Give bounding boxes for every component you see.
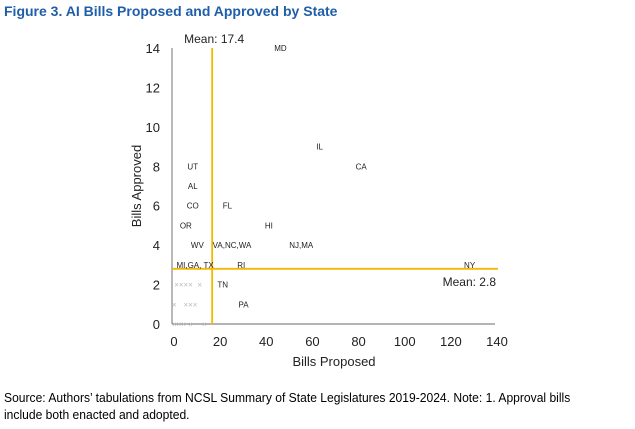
x-tick-label: 120 <box>440 334 462 349</box>
point-label: NJ,MA <box>289 241 314 250</box>
point-label: CO <box>187 202 199 211</box>
x-tick-label: 40 <box>259 334 273 349</box>
point-marker: × <box>193 300 198 309</box>
point-marker: × <box>184 281 189 290</box>
y-axis-label: Bills Approved <box>129 145 144 227</box>
y-tick-label: 6 <box>153 199 160 214</box>
y-tick-label: 8 <box>153 159 160 174</box>
y-tick-label: 0 <box>153 317 160 332</box>
y-tick-label: 10 <box>146 120 160 135</box>
x-axis-label: Bills Proposed <box>292 354 375 369</box>
point-marker: × <box>188 300 193 309</box>
point-marker: × <box>172 300 177 309</box>
point-label: PA <box>238 300 249 309</box>
point-label: AL <box>188 182 198 191</box>
x-tick-label: 0 <box>170 334 177 349</box>
point-marker: × <box>188 320 193 329</box>
x-tick-label: 20 <box>213 334 227 349</box>
point-marker: × <box>202 320 207 329</box>
point-label: MI,GA, TX <box>176 261 214 270</box>
y-tick-label: 12 <box>146 80 160 95</box>
x-tick-label: 80 <box>351 334 365 349</box>
point-label: FL <box>223 202 233 211</box>
x-tick-label: 100 <box>394 334 416 349</box>
x-tick-label: 140 <box>486 334 508 349</box>
point-marker: × <box>184 300 189 309</box>
point-label: VA,NC,WA <box>213 241 252 250</box>
mean-lines: Mean: 17.4 Mean: 2.8 <box>172 32 498 324</box>
point-label: TN <box>217 281 228 290</box>
point-marker: × <box>181 320 186 329</box>
y-tick-label: 2 <box>153 278 160 293</box>
scatter-chart: 0 20 40 60 80 100 120 140 0 2 4 6 8 10 12 14 Mean: 17.4… <box>129 32 508 369</box>
point-label: IL <box>316 143 323 152</box>
mean-label-proposed: Mean: 17.4 <box>184 32 244 46</box>
mean-label-approved: Mean: 2.8 <box>443 275 497 289</box>
point-marker: × <box>174 281 179 290</box>
point-label: WV <box>191 241 205 250</box>
axes: 0 20 40 60 80 100 120 140 0 2 4 6 8 10 12 14 <box>146 41 508 349</box>
point-label: RI <box>237 261 245 270</box>
point-label: CA <box>356 162 368 171</box>
unlabeled-markers: × × × × ×× × × ×× × × × × <box>172 281 207 329</box>
point-label: MD <box>274 44 287 53</box>
figure-title: Figure 3. AI Bills Proposed and Approved… <box>4 3 338 19</box>
point-marker: × <box>177 320 182 329</box>
point-label: HI <box>265 221 273 230</box>
x-tick-label: 60 <box>305 334 319 349</box>
point-marker: × <box>188 281 193 290</box>
point-marker: × <box>179 281 184 290</box>
source-note: Source: Authors’ tabulations from NCSL S… <box>4 390 571 422</box>
point-labels: MD IL CA UT AL CO FL OR HI WV VA,NC,WA NJ,MA MI,GA, … <box>176 44 475 309</box>
y-tick-label: 14 <box>146 41 160 56</box>
point-label: NY <box>464 261 476 270</box>
point-label: OR <box>180 221 192 230</box>
point-marker: × <box>197 281 202 290</box>
point-label: UT <box>187 162 198 171</box>
point-marker: × <box>172 320 177 329</box>
y-tick-label: 4 <box>153 238 160 253</box>
